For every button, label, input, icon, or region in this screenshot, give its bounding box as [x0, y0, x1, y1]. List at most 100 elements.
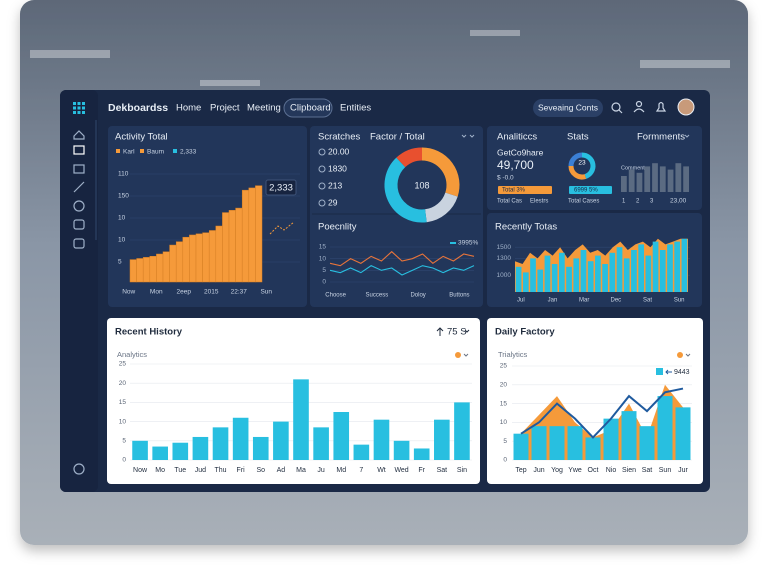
chevrons[interactable] — [461, 134, 475, 138]
bar — [602, 264, 608, 292]
bar — [353, 444, 370, 460]
nav-button[interactable] — [533, 99, 603, 117]
y-tick-label: 1300 — [497, 255, 512, 262]
y-tick-label: 15 — [119, 399, 127, 406]
bar — [681, 238, 688, 292]
bar — [228, 210, 236, 283]
home-icon[interactable] — [73, 130, 85, 140]
x-tick-label: Ywe — [568, 467, 582, 474]
badge: 75 S — [447, 327, 467, 338]
bell-icon[interactable] — [655, 101, 667, 112]
bar — [567, 426, 583, 460]
x-tick-label: Sun — [659, 467, 672, 474]
user-icon[interactable] — [635, 100, 643, 108]
bar — [454, 402, 470, 460]
label: Total Cases — [568, 199, 599, 205]
bar — [513, 433, 529, 460]
x-tick-label: Doloy — [410, 293, 425, 299]
bar — [628, 169, 635, 192]
x-tick-label: Tep — [515, 467, 526, 474]
y-axis-label: 10 — [118, 237, 126, 244]
tag-bar — [569, 186, 612, 194]
big-value: 49,700 — [497, 158, 534, 172]
apps-icon[interactable] — [73, 102, 85, 114]
bar — [530, 258, 536, 292]
legend-swatch — [116, 149, 120, 153]
nav-link[interactable]: Home — [176, 103, 201, 114]
chevron[interactable] — [464, 329, 470, 333]
y-axis-label: 110 — [118, 171, 129, 178]
bar — [587, 261, 594, 292]
bar — [232, 417, 249, 460]
nav-link[interactable]: Project — [210, 103, 240, 114]
doc-icon[interactable] — [73, 219, 85, 230]
bar — [152, 446, 168, 460]
db-icon[interactable] — [73, 238, 85, 249]
panel-title: Daily Factory — [495, 327, 555, 338]
y-tick-label: 10 — [119, 418, 127, 425]
y-tick-label: 5 — [122, 438, 126, 445]
total: 23,00 — [670, 198, 687, 205]
label: Total Cas — [497, 199, 522, 205]
x-tick-label: Jur — [678, 467, 688, 474]
settings-icon[interactable] — [73, 463, 85, 475]
callout: 2,333 — [269, 183, 293, 194]
label: Elestrs — [530, 199, 548, 205]
x-tick-label: Ju — [317, 467, 325, 474]
panel-title: Activity Total — [115, 132, 168, 143]
bar — [674, 241, 681, 292]
x-tick-label: Sun — [260, 289, 272, 296]
calendar-icon[interactable] — [73, 164, 85, 174]
x-tick-label: 1 — [622, 199, 626, 205]
clock-icon[interactable] — [73, 200, 85, 212]
donut-segment — [568, 152, 583, 167]
bar — [169, 244, 177, 283]
nav-link[interactable]: Entities — [340, 103, 371, 114]
nav-link[interactable]: Clipboard — [290, 103, 331, 114]
y-tick-label: 10 — [319, 255, 327, 262]
y-axis-label: 150 — [118, 193, 129, 200]
legend-label: 3995% — [458, 240, 478, 247]
item-icon — [318, 148, 326, 156]
avatar[interactable] — [677, 98, 695, 116]
x-tick-label: Sien — [622, 467, 636, 474]
bar — [195, 233, 203, 283]
x-tick-label: Tue — [174, 467, 186, 474]
bar — [652, 163, 658, 192]
bar — [393, 440, 410, 460]
x-tick-label: Sun — [674, 298, 685, 304]
x-tick-label: Dec — [610, 298, 621, 304]
bar — [235, 207, 243, 283]
chart-icon[interactable] — [73, 145, 85, 155]
bar — [373, 419, 390, 460]
bar — [639, 426, 655, 460]
x-tick-label: 2 — [636, 199, 640, 205]
bar — [189, 234, 197, 283]
bar — [683, 166, 689, 192]
chevron[interactable] — [684, 134, 690, 138]
bar — [142, 257, 151, 283]
legend-label: Karl — [123, 149, 135, 156]
search-icon[interactable] — [611, 102, 621, 112]
bar — [675, 407, 691, 460]
donut-segment — [568, 165, 587, 180]
x-tick-label: Sat — [643, 298, 652, 304]
donut-center: 108 — [414, 180, 429, 190]
legend-swatch — [173, 149, 177, 153]
panel-title: Stats — [567, 132, 589, 143]
donut-center: 23 — [578, 160, 586, 167]
bar — [293, 379, 309, 460]
bar — [149, 255, 157, 283]
bar — [162, 251, 170, 283]
tool-icon[interactable] — [73, 181, 85, 193]
nav-link[interactable]: Meeting — [247, 103, 281, 114]
chevron[interactable] — [463, 353, 469, 357]
callout-box — [265, 179, 297, 196]
chevron[interactable] — [685, 353, 691, 357]
background-lights — [30, 30, 730, 86]
panel-title: Scratches — [318, 132, 360, 143]
bar — [156, 253, 164, 283]
x-tick-label: Jan — [548, 298, 558, 304]
x-tick-label: Mar — [579, 298, 589, 304]
